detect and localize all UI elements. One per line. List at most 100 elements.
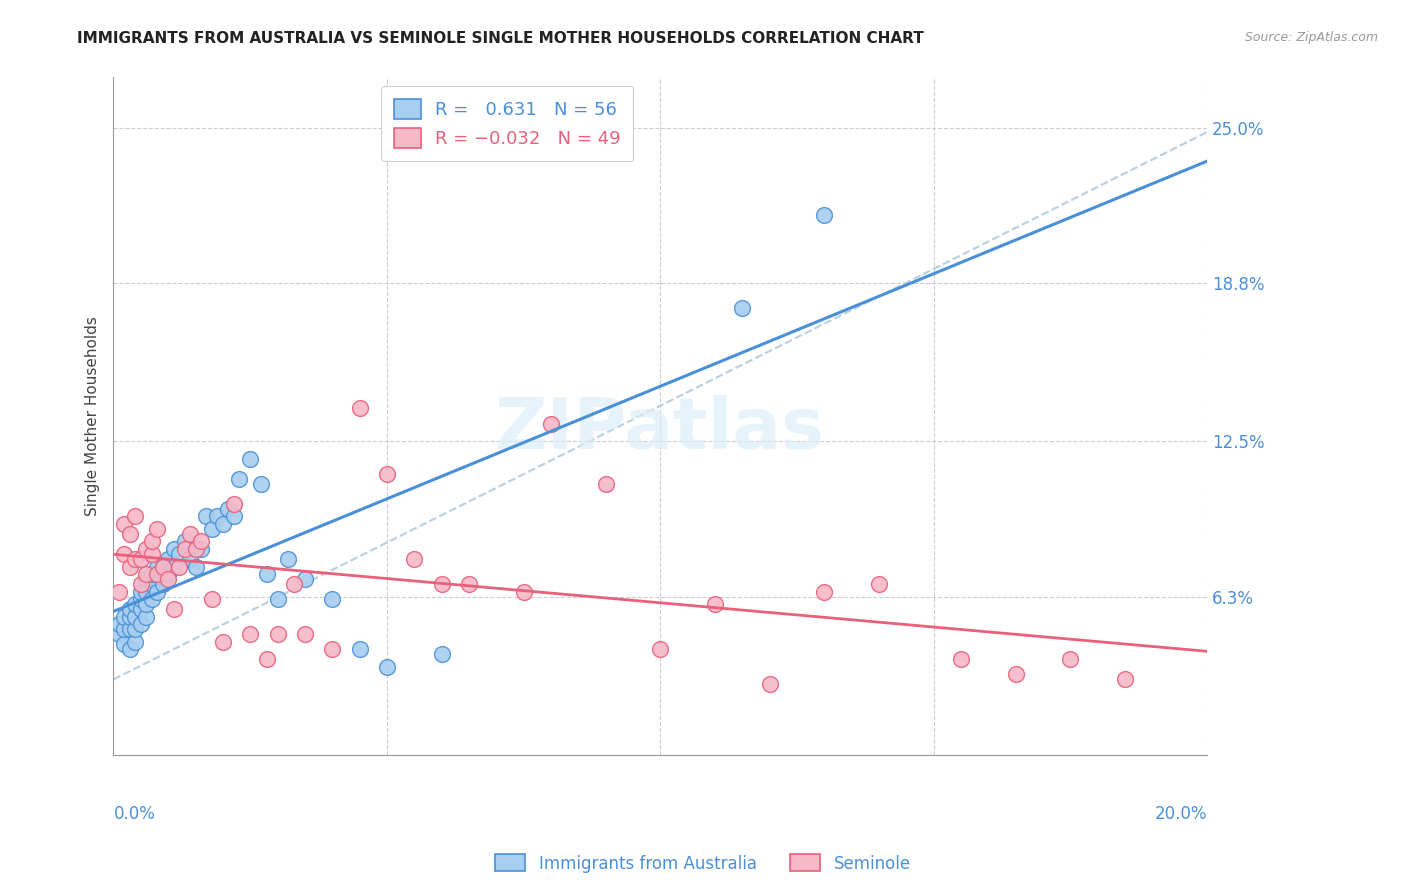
Point: [146, 567, 169, 582]
Point: [256, 652, 278, 666]
Point: [813, 208, 835, 222]
Point: [201, 522, 224, 536]
Point: [108, 584, 131, 599]
Point: [124, 622, 146, 636]
Point: [112, 516, 135, 531]
Point: [112, 622, 135, 636]
Point: [949, 652, 972, 666]
Point: [135, 567, 157, 582]
Point: [146, 522, 169, 536]
Point: [112, 609, 135, 624]
Point: [141, 577, 163, 591]
Point: [190, 534, 212, 549]
Point: [108, 617, 131, 632]
Point: [430, 648, 453, 662]
Legend: Immigrants from Australia, Seminole: Immigrants from Australia, Seminole: [489, 847, 917, 880]
Point: [184, 541, 207, 556]
Point: [868, 577, 890, 591]
Point: [217, 501, 239, 516]
Point: [173, 541, 195, 556]
Point: [162, 559, 184, 574]
Point: [157, 567, 180, 582]
Point: [540, 417, 562, 431]
Point: [118, 609, 141, 624]
Point: [173, 534, 195, 549]
Y-axis label: Single Mother Households: Single Mother Households: [86, 316, 100, 516]
Point: [731, 301, 754, 315]
Point: [512, 584, 534, 599]
Point: [256, 567, 278, 582]
Point: [146, 559, 169, 574]
Point: [250, 476, 273, 491]
Point: [118, 602, 141, 616]
Point: [430, 577, 453, 591]
Point: [135, 572, 157, 586]
Point: [222, 509, 245, 524]
Point: [157, 572, 180, 586]
Point: [1114, 673, 1136, 687]
Point: [294, 572, 316, 586]
Point: [167, 559, 190, 574]
Point: [129, 577, 152, 591]
Point: [228, 472, 250, 486]
Point: [207, 509, 229, 524]
Point: [375, 467, 398, 481]
Point: [184, 559, 207, 574]
Point: [266, 592, 288, 607]
Point: [201, 592, 224, 607]
Text: IMMIGRANTS FROM AUSTRALIA VS SEMINOLE SINGLE MOTHER HOUSEHOLDS CORRELATION CHART: IMMIGRANTS FROM AUSTRALIA VS SEMINOLE SI…: [77, 31, 924, 46]
Point: [135, 584, 157, 599]
Point: [457, 577, 479, 591]
Point: [124, 609, 146, 624]
Point: [179, 527, 201, 541]
Point: [283, 577, 305, 591]
Point: [239, 627, 262, 641]
Point: [162, 602, 184, 616]
Point: [277, 552, 299, 566]
Point: [124, 634, 146, 648]
Point: [135, 597, 157, 611]
Point: [124, 509, 146, 524]
Point: [179, 552, 201, 566]
Point: [375, 660, 398, 674]
Point: [162, 541, 184, 556]
Point: [112, 637, 135, 651]
Point: [141, 547, 163, 561]
Point: [141, 592, 163, 607]
Text: 20.0%: 20.0%: [1154, 805, 1206, 822]
Point: [321, 592, 343, 607]
Point: [1004, 667, 1026, 681]
Point: [152, 559, 174, 574]
Point: [758, 677, 780, 691]
Point: [141, 567, 163, 582]
Point: [129, 584, 152, 599]
Point: [266, 627, 288, 641]
Point: [703, 597, 725, 611]
Point: [211, 634, 233, 648]
Point: [135, 541, 157, 556]
Point: [124, 552, 146, 566]
Point: [190, 541, 212, 556]
Point: [141, 534, 163, 549]
Point: [129, 617, 152, 632]
Point: [118, 559, 141, 574]
Point: [129, 552, 152, 566]
Point: [349, 642, 371, 657]
Point: [118, 622, 141, 636]
Point: [118, 642, 141, 657]
Point: [813, 584, 835, 599]
Point: [152, 577, 174, 591]
Legend: R =   0.631   N = 56, R = −0.032   N = 49: R = 0.631 N = 56, R = −0.032 N = 49: [381, 87, 633, 161]
Point: [129, 592, 152, 607]
Point: [349, 401, 371, 416]
Point: [404, 552, 426, 566]
Point: [152, 559, 174, 574]
Point: [135, 609, 157, 624]
Point: [595, 476, 617, 491]
Point: [650, 642, 672, 657]
Point: [167, 547, 190, 561]
Point: [112, 547, 135, 561]
Point: [195, 509, 218, 524]
Text: 0.0%: 0.0%: [114, 805, 156, 822]
Point: [294, 627, 316, 641]
